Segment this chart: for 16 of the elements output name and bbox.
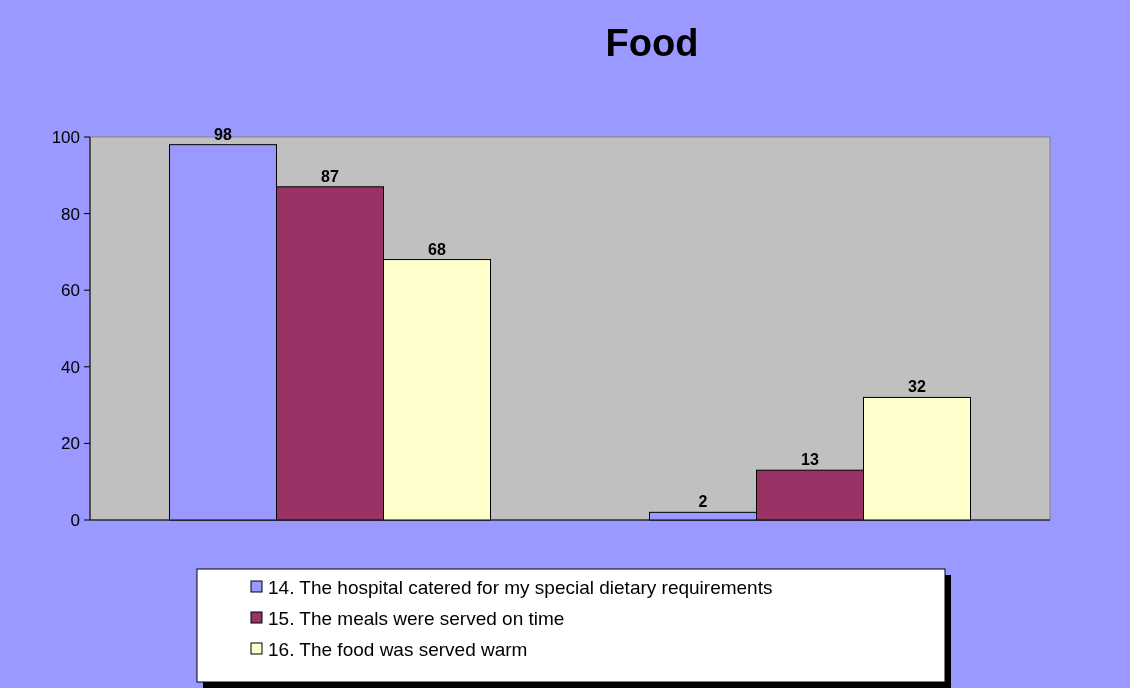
- data-label: 87: [321, 167, 339, 185]
- legend-label: 16. The food was served warm: [268, 638, 528, 660]
- data-label: 2: [698, 493, 708, 511]
- data-label: 32: [908, 378, 926, 396]
- y-tick-label: 40: [61, 357, 80, 377]
- y-tick-label: 20: [61, 434, 80, 454]
- legend-label: 15. The meals were served on time: [268, 607, 565, 629]
- legend-label: 14. The hospital catered for my special dietary requirements: [268, 576, 773, 598]
- y-tick-label: 0: [70, 510, 80, 530]
- chart-title: Food: [605, 22, 699, 64]
- y-tick-label: 100: [51, 127, 80, 147]
- y-tick-label: 60: [61, 281, 80, 301]
- data-label: 68: [428, 240, 446, 258]
- data-label: 13: [801, 451, 819, 469]
- y-tick-label: 80: [61, 204, 80, 224]
- data-label: 98: [214, 125, 232, 143]
